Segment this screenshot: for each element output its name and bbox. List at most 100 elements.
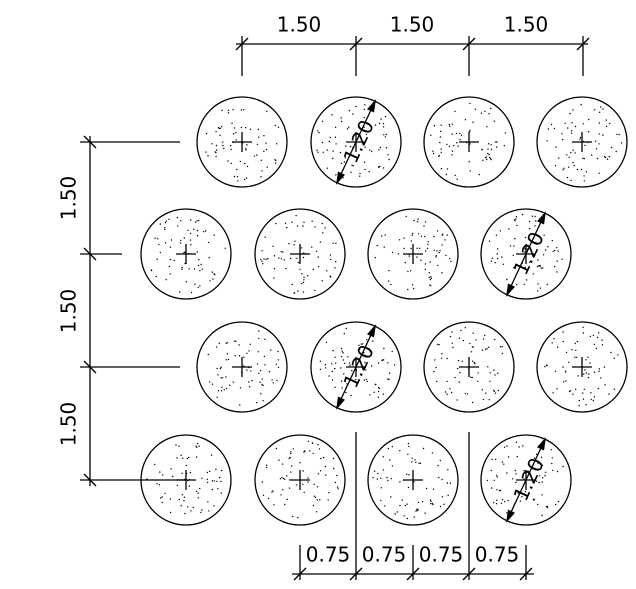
stipple [542, 267, 544, 269]
pile-outline [367, 434, 459, 526]
stipple [181, 268, 183, 270]
stipple [583, 175, 585, 177]
stipple [493, 479, 495, 481]
stipple [221, 386, 223, 388]
stipple [234, 355, 236, 357]
stipple [426, 247, 429, 250]
stipple [446, 168, 449, 170]
stipple [329, 254, 332, 256]
stipple [433, 125, 436, 127]
stipple [589, 335, 592, 338]
bottom-dimension [292, 432, 534, 581]
stipple [388, 280, 390, 282]
stipple [187, 229, 189, 232]
stipple [413, 288, 415, 290]
stipple [358, 344, 360, 346]
stipple [332, 457, 335, 460]
stipple [484, 110, 486, 113]
stipple [608, 156, 611, 158]
stipple [578, 399, 580, 402]
stipple [378, 387, 381, 390]
stipple [201, 509, 203, 511]
pile [536, 321, 628, 413]
stipple [263, 150, 265, 152]
stipple [433, 235, 435, 238]
stipple [384, 505, 386, 507]
stipple [200, 263, 202, 266]
stipple [220, 469, 223, 472]
stipple [485, 156, 488, 158]
stipple [387, 479, 389, 482]
stipple [471, 360, 474, 362]
stipple [246, 369, 248, 371]
stipple [572, 161, 574, 164]
stipple [512, 478, 514, 480]
stipple [232, 109, 234, 111]
stipple [280, 250, 282, 253]
stipple [240, 109, 243, 111]
stipple [226, 353, 229, 355]
stipple [186, 457, 189, 460]
stipple [406, 503, 408, 505]
stipple [598, 143, 600, 145]
stipple [196, 251, 198, 253]
stipple [608, 122, 611, 125]
stipple [195, 456, 198, 458]
stipple [408, 255, 410, 257]
stipple [340, 380, 343, 382]
stipple [578, 405, 580, 407]
stipple [262, 263, 264, 265]
stipple [368, 171, 370, 173]
stipple [471, 346, 474, 348]
stipple [265, 466, 268, 469]
arrow-head [537, 211, 546, 225]
stipple [207, 155, 209, 157]
stipple [494, 374, 496, 376]
stipple [488, 153, 490, 156]
stipple [446, 143, 448, 146]
stipple [257, 128, 260, 131]
stipple [451, 150, 454, 152]
stipple [462, 339, 464, 342]
stipple [303, 276, 305, 278]
stipple [451, 331, 453, 333]
stipple [230, 148, 232, 151]
stipple [155, 275, 157, 278]
arrow-head [336, 171, 345, 185]
stipple [178, 498, 180, 501]
stipple [517, 492, 519, 494]
stipple [551, 240, 553, 242]
stipple [501, 345, 503, 348]
stipple [299, 462, 301, 464]
stipple [588, 373, 590, 375]
stipple [437, 464, 439, 467]
stipple [573, 164, 575, 167]
stipple [284, 478, 286, 480]
stipple [273, 255, 276, 257]
stipple [457, 145, 459, 147]
stipple [449, 482, 452, 484]
stipple [397, 253, 400, 255]
stipple [366, 380, 368, 383]
stipple [208, 510, 210, 512]
stipple [193, 228, 195, 230]
stipple [613, 357, 615, 360]
stipple [158, 484, 161, 486]
stipple [165, 279, 167, 281]
stipple [449, 335, 452, 338]
stipple [555, 146, 557, 148]
stipple [449, 388, 451, 390]
stipple [441, 353, 443, 355]
stipple [589, 362, 591, 364]
stipple [322, 151, 324, 153]
stipple [206, 471, 209, 474]
stipple [275, 222, 277, 225]
stipple [297, 290, 299, 292]
stipple [486, 158, 488, 161]
stipple [285, 267, 287, 270]
stipple [415, 510, 417, 512]
diameter-label: 1.20 [508, 228, 549, 279]
stipple [259, 370, 262, 372]
stipple [180, 505, 182, 507]
stipple [293, 292, 295, 294]
